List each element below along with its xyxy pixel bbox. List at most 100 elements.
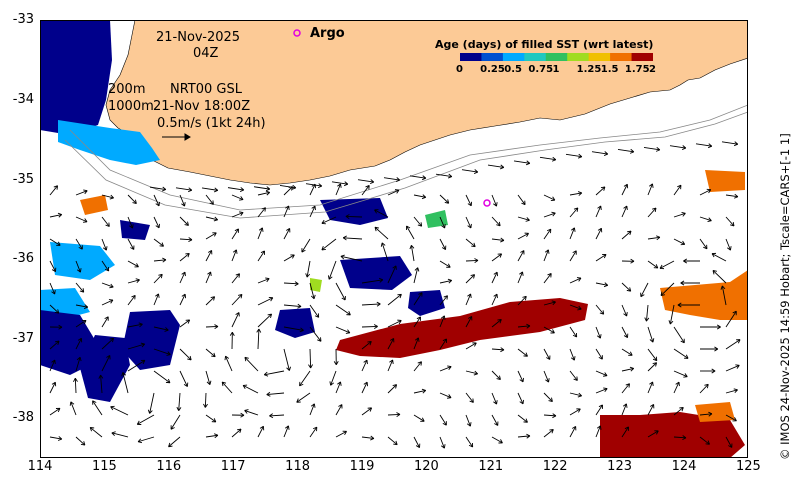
map-area[interactable] [40,20,748,458]
current-arrow-head [727,246,732,251]
current-arrow-head [414,337,420,342]
current-arrow-head [467,201,473,207]
current-arrow-head [265,190,271,196]
current-arrow-head [628,351,633,356]
current-arrow [725,194,738,198]
current-arrow [491,414,499,426]
x-tick-label: 123 [607,459,632,474]
current-arrow-head [418,292,423,297]
current-arrow [491,293,498,306]
legend-tick-label: 2 [649,64,656,75]
current-arrow [517,216,530,221]
current-arrow [101,194,114,199]
current-arrow-head [345,329,351,334]
current-arrow [725,389,738,394]
current-arrow [617,148,634,153]
current-arrow-head [207,271,212,276]
current-arrow [100,375,103,394]
current-arrow [543,414,557,417]
current-arrow-head [577,392,582,398]
current-arrow [699,189,711,196]
current-arrow [643,147,660,151]
current-arrow-head [213,216,218,222]
current-arrow-head [496,375,501,380]
x-tick-label: 124 [671,459,697,474]
current-arrow-head [471,242,476,248]
current-arrow [101,355,111,372]
current-arrow-head [442,338,447,343]
legend-swatch [481,53,504,61]
current-arrow-head [130,245,135,250]
legend-swatch [524,53,547,61]
current-arrow [465,370,478,375]
current-arrow-head [83,189,88,195]
current-arrow [244,356,259,372]
current-arrow [673,436,687,439]
current-arrow [569,277,582,284]
current-arrow-head [573,207,579,212]
argo-label: Argo [310,26,345,41]
current-arrow [153,194,160,207]
current-arrow [179,370,188,387]
current-arrow [345,215,363,218]
current-arrow-head [677,302,682,308]
current-arrow-head [321,246,326,251]
current-arrow [49,340,60,350]
current-arrow-head [703,244,708,250]
current-arrow-head [188,237,193,243]
current-arrow-head [183,382,189,387]
current-arrow [621,383,630,394]
current-arrow-head [261,207,266,212]
current-arrow-head [546,228,552,234]
current-arrow [153,326,169,331]
current-arrow-head [268,296,274,302]
y-tick-label: -34 [12,92,34,107]
current-arrow-head [493,400,498,405]
current-arrow [517,435,530,438]
current-arrow [257,297,274,306]
current-arrow-head [106,355,111,360]
argo-float-marker[interactable] [483,199,491,207]
current-arrow [75,238,83,250]
current-arrow-head [165,378,171,384]
x-tick-label: 116 [156,459,182,474]
current-arrow [699,436,710,445]
current-arrow-head [158,273,163,279]
current-arrow [465,274,475,284]
current-arrow [461,169,478,173]
current-arrow [179,194,186,207]
current-arrow [283,228,291,240]
current-arrow [306,260,311,278]
current-arrow-head [155,223,160,229]
current-arrow-head [706,188,712,194]
current-arrow-head [526,323,531,329]
current-arrow-head [373,324,378,330]
current-arrow-head [321,219,326,225]
current-arrow [439,279,452,284]
current-arrow-head [552,413,557,419]
current-arrow-head [416,316,421,321]
current-arrow-head [267,313,272,319]
current-arrow [517,250,525,262]
legend-swatch [631,53,653,61]
current-arrow-head [728,443,733,448]
current-arrow [387,359,394,372]
current-arrow-head [570,356,576,361]
current-arrow-head [259,425,265,431]
current-arrow-head [467,316,473,321]
current-arrow [465,436,474,448]
current-arrow-head [442,421,447,426]
current-arrow [205,296,215,306]
current-arrow [647,404,655,416]
current-arrow [175,187,192,191]
depth-1000-label: 1000m [108,99,154,114]
current-arrow-head [649,338,655,343]
current-arrow [179,319,190,328]
current-arrow-head [711,252,717,258]
current-arrow [413,361,422,372]
current-arrow [465,414,471,427]
current-arrow-head [266,391,271,397]
current-arrow [517,232,529,240]
current-arrow-head [367,407,373,412]
current-arrow-head [92,400,97,405]
